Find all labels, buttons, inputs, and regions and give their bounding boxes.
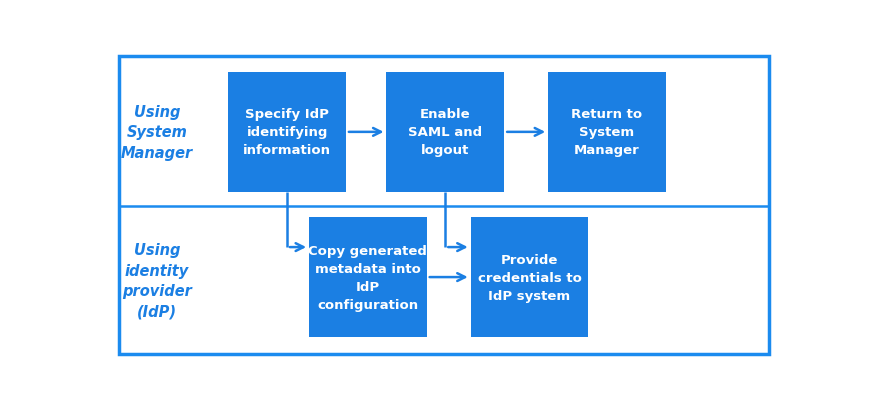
Text: Using
System
Manager: Using System Manager xyxy=(121,105,193,160)
Text: Copy generated
metadata into
IdP
configuration: Copy generated metadata into IdP configu… xyxy=(308,244,428,311)
FancyBboxPatch shape xyxy=(548,73,666,192)
Text: Return to
System
Manager: Return to System Manager xyxy=(572,108,642,157)
Text: Specify IdP
identifying
information: Specify IdP identifying information xyxy=(243,108,331,157)
FancyBboxPatch shape xyxy=(387,73,504,192)
Text: Enable
SAML and
logout: Enable SAML and logout xyxy=(408,108,482,157)
FancyBboxPatch shape xyxy=(471,218,588,337)
Text: Using
identity
provider
(IdP): Using identity provider (IdP) xyxy=(123,243,192,319)
FancyBboxPatch shape xyxy=(229,73,346,192)
Text: Provide
credentials to
IdP system: Provide credentials to IdP system xyxy=(478,253,581,302)
FancyBboxPatch shape xyxy=(309,218,427,337)
